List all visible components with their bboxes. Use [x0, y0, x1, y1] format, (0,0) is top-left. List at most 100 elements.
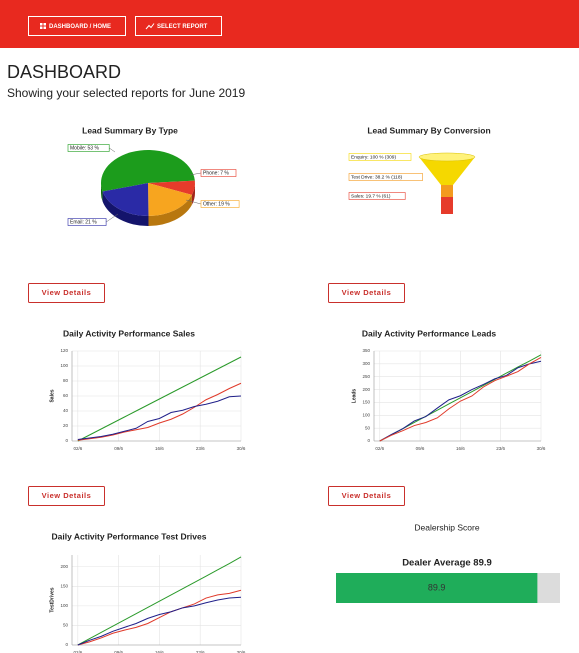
pie-side	[191, 183, 195, 205]
x-tick-label: 30/6	[237, 446, 246, 451]
leader-line	[189, 172, 202, 176]
y-tick-label: 150	[362, 400, 370, 405]
x-tick-label: 23/6	[496, 446, 505, 451]
y-axis-label: Sales	[49, 389, 55, 402]
home-button[interactable]: DASHBOARD / HOME	[28, 16, 126, 36]
button-label: DASHBOARD / HOME	[49, 24, 111, 30]
series-line	[379, 356, 542, 442]
button-label: View Details	[342, 288, 392, 297]
button-label: View Details	[42, 491, 92, 500]
view-details-button[interactable]: View Details	[328, 283, 405, 303]
y-tick-label: 150	[60, 583, 68, 588]
pie-side	[148, 194, 192, 226]
label-box	[348, 173, 423, 181]
page-title: DASHBOARD	[7, 62, 121, 82]
funnel-segment	[419, 157, 475, 185]
label-box	[67, 218, 107, 226]
icon	[43, 26, 46, 29]
button-label: SELECT REPORT	[157, 24, 208, 30]
select-report-button[interactable]: SELECT REPORT	[135, 16, 222, 36]
x-tick-label: 09/6	[416, 446, 425, 451]
chart-subtitle: Dealer Average 89.9	[402, 558, 492, 569]
button-border	[328, 283, 405, 303]
y-tick-label: 100	[362, 412, 370, 417]
x-tick-label: 16/6	[155, 650, 164, 653]
button-border	[28, 283, 105, 303]
icon	[40, 23, 43, 26]
leader-line	[185, 199, 202, 205]
funnel-rim	[418, 152, 476, 162]
y-tick-label: 300	[362, 361, 370, 366]
data-label: Test Drive: 38.2 % (118)	[351, 174, 403, 180]
y-tick-label: 200	[60, 564, 68, 569]
y-tick-label: 40	[63, 408, 69, 413]
y-tick-label: 50	[365, 425, 371, 430]
x-tick-label: 16/6	[155, 446, 164, 451]
icon	[145, 23, 155, 30]
y-tick-label: 120	[60, 348, 68, 353]
leader-line	[109, 147, 116, 153]
y-axis-label: Leads	[351, 389, 357, 404]
funnel-segment	[441, 185, 453, 197]
view-details-button[interactable]: View Details	[28, 486, 105, 506]
pie-side	[101, 183, 103, 202]
select-button-border	[135, 16, 222, 36]
series-line	[379, 360, 542, 442]
y-tick-label: 100	[60, 363, 68, 368]
series-line	[77, 589, 242, 646]
data-label: Sales: 19.7 % (61)	[351, 193, 391, 199]
y-tick-label: 80	[63, 378, 69, 383]
x-tick-label: 30/6	[537, 446, 546, 451]
label-box	[348, 192, 406, 200]
pie-side	[102, 191, 149, 226]
leader-line	[105, 213, 119, 223]
x-tick-label: 16/6	[456, 446, 465, 451]
x-tick-label: 09/6	[114, 446, 123, 451]
label-box	[348, 153, 412, 161]
series-line	[77, 596, 242, 646]
y-tick-label: 0	[65, 438, 68, 443]
button-label: View Details	[42, 288, 92, 297]
data-label: Mobile: 53 %	[70, 145, 99, 151]
pie-slice	[148, 180, 195, 195]
x-tick-label: 09/6	[114, 650, 123, 653]
pie-slice	[101, 150, 195, 192]
chart-title: Lead Summary By Type	[82, 125, 178, 135]
button-label: View Details	[342, 491, 392, 500]
icon	[43, 23, 46, 26]
y-tick-label: 350	[362, 348, 370, 353]
label-box	[67, 144, 110, 152]
chart-title: Lead Summary By Conversion	[367, 125, 490, 135]
x-tick-label: 30/6	[237, 650, 246, 653]
gauge-bar	[336, 573, 538, 603]
chart-title: Dealership Score	[414, 522, 479, 532]
series-line	[77, 382, 242, 441]
y-tick-label: 0	[367, 438, 370, 443]
series-line	[77, 395, 242, 440]
y-tick-label: 250	[362, 374, 370, 379]
data-label: Phone: 7 %	[203, 170, 229, 176]
chart-title: Daily Activity Performance Sales	[63, 328, 195, 338]
data-label: Email: 21 %	[70, 219, 97, 225]
gauge-value: 89.9	[428, 582, 446, 592]
pie-slice	[102, 183, 149, 216]
y-tick-label: 0	[65, 642, 68, 647]
y-tick-label: 200	[362, 387, 370, 392]
x-tick-label: 02/6	[375, 446, 384, 451]
x-tick-label: 02/6	[73, 650, 82, 653]
page-subtitle: Showing your selected reports for June 2…	[7, 86, 245, 100]
home-button-border	[28, 16, 126, 36]
data-label: Other: 19 %	[203, 201, 230, 207]
view-details-button[interactable]: View Details	[28, 283, 105, 303]
x-tick-label: 02/6	[73, 446, 82, 451]
view-details-button[interactable]: View Details	[328, 486, 405, 506]
header-bar	[0, 0, 579, 48]
x-tick-label: 23/6	[196, 650, 205, 653]
y-tick-label: 20	[63, 423, 69, 428]
y-tick-label: 100	[60, 603, 68, 608]
button-border	[328, 486, 405, 506]
series-line	[77, 556, 242, 646]
pie-slice	[148, 183, 192, 216]
label-box	[200, 169, 237, 177]
